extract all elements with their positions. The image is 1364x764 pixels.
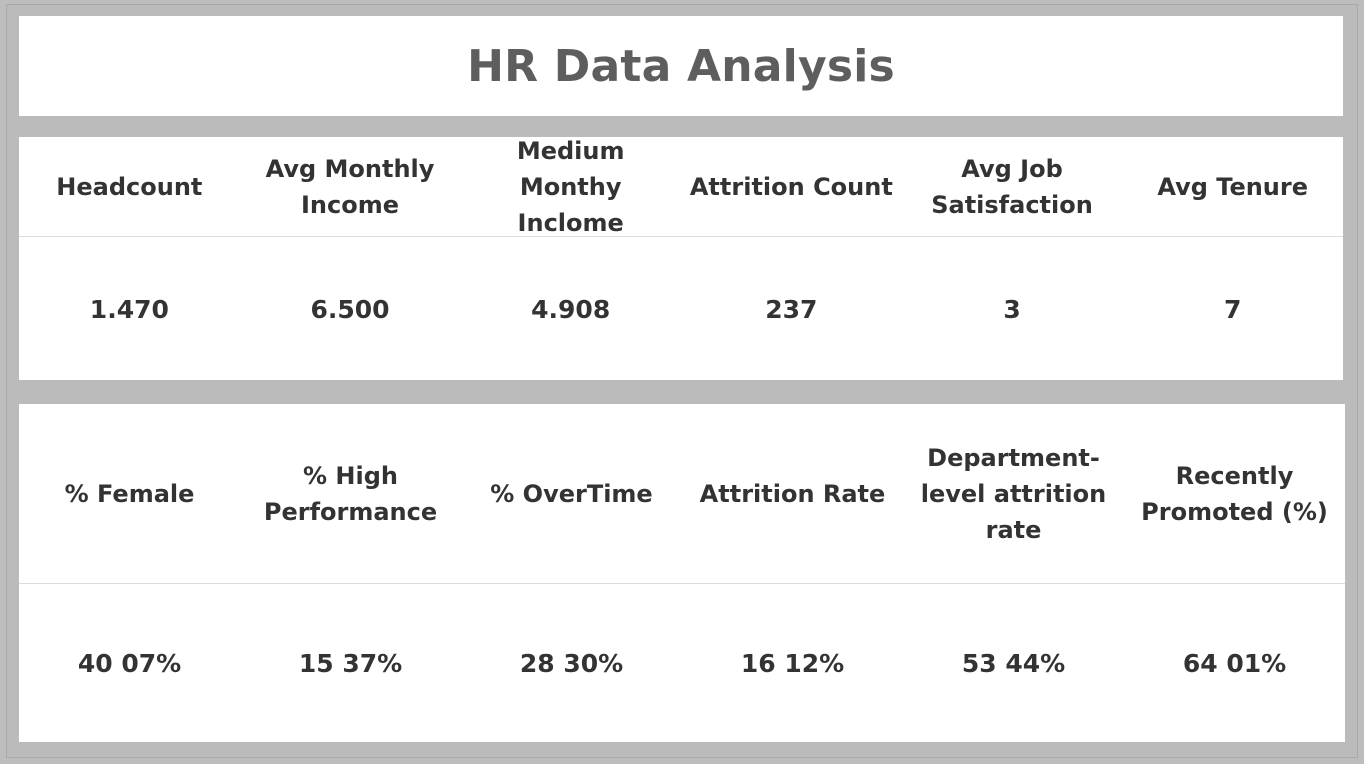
kpi-header-percent-overtime: % OverTime — [490, 479, 653, 508]
kpi-header-percent-female: % Female — [64, 479, 195, 508]
kpi-header-avg-monthly-income: Avg Monthly Income — [265, 154, 435, 219]
kpi-header-attrition-rate: Attrition Rate — [699, 479, 886, 508]
kpi-header-row: Headcount Avg Monthly Income Medium Mont… — [19, 137, 1343, 237]
title-panel: HR Data Analysis — [19, 16, 1343, 116]
kpi-value-avg-monthly-income: 6.500 — [310, 294, 390, 324]
dashboard-title: HR Data Analysis — [467, 40, 895, 92]
kpi-header-median-monthly-income: Medium Monthy Inclome — [516, 136, 625, 237]
kpi-header-recently-promoted: Recently Promoted (%) — [1141, 461, 1328, 526]
kpi-header-department-attrition-rate: Department-level attrition rate — [920, 443, 1107, 544]
kpi-value-percent-high-performance: 15 37% — [298, 649, 403, 678]
kpi-value-recently-promoted: 64 01% — [1182, 649, 1287, 678]
kpi-header-attrition-count: Attrition Count — [689, 172, 893, 201]
kpi-value-row: 40 07% 15 37% 28 30% 16 12% 53 44% 64 01… — [19, 584, 1345, 741]
kpi-value-median-monthly-income: 4.908 — [531, 294, 611, 324]
kpi-header-percent-high-performance: % High Performance — [263, 461, 438, 526]
kpi-panel-general: Headcount Avg Monthly Income Medium Mont… — [19, 137, 1343, 380]
kpi-value-avg-tenure: 7 — [1223, 294, 1242, 324]
kpi-value-percent-overtime: 28 30% — [519, 649, 624, 678]
kpi-value-attrition-count: 237 — [765, 294, 818, 324]
kpi-header-headcount: Headcount — [56, 172, 203, 201]
kpi-header-avg-job-satisfaction: Avg Job Satisfaction — [931, 154, 1093, 219]
kpi-value-headcount: 1.470 — [89, 294, 169, 324]
kpi-value-percent-female: 40 07% — [77, 649, 182, 678]
kpi-header-avg-tenure: Avg Tenure — [1157, 172, 1309, 201]
kpi-value-department-attrition-rate: 53 44% — [961, 649, 1066, 678]
kpi-panel-rates: % Female % High Performance % OverTime A… — [19, 404, 1345, 742]
kpi-value-row: 1.470 6.500 4.908 237 3 7 — [19, 237, 1343, 379]
kpi-header-row: % Female % High Performance % OverTime A… — [19, 404, 1345, 584]
kpi-value-avg-job-satisfaction: 3 — [1003, 294, 1021, 324]
kpi-value-attrition-rate: 16 12% — [740, 649, 845, 678]
